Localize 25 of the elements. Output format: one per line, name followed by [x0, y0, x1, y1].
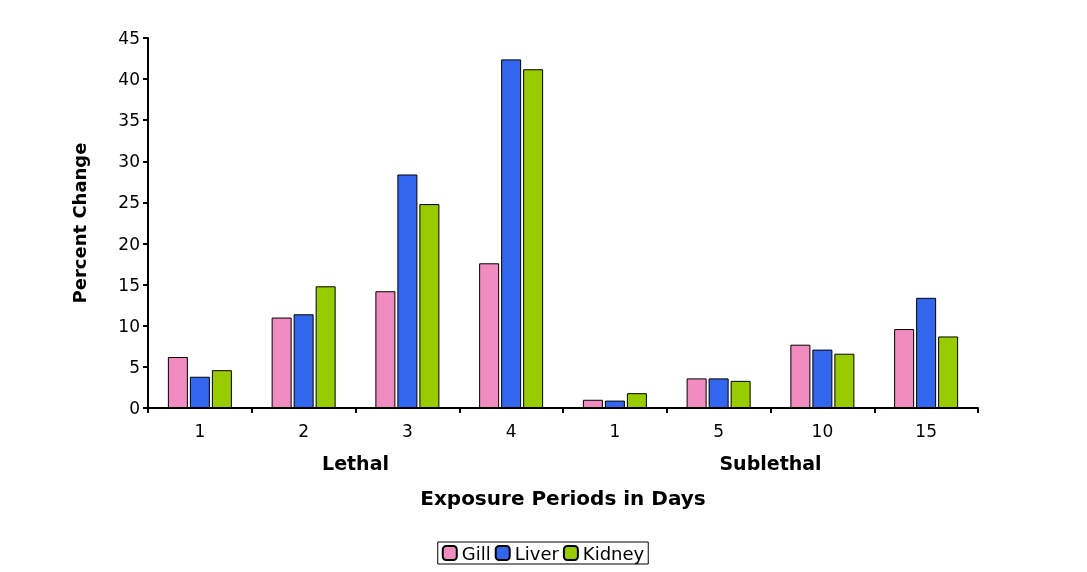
x-tick-label: 1 — [194, 420, 206, 441]
y-tick-label: 15 — [118, 274, 140, 295]
legend-label: Kidney — [582, 542, 645, 564]
x-tick-label: 1 — [609, 420, 621, 441]
y-tick-label: 35 — [118, 110, 140, 131]
text: Lethal — [322, 451, 389, 474]
y-tick-label: 40 — [118, 69, 140, 90]
y-tick-label: 5 — [129, 356, 140, 377]
y-tick-label: 30 — [118, 151, 140, 172]
y-axis-title: Percent Change — [68, 142, 90, 304]
x-tick-label: 5 — [713, 420, 725, 441]
y-tick-label: 0 — [129, 398, 140, 418]
x-tick-label: 3 — [401, 420, 413, 441]
x-tick-label: 2 — [298, 420, 310, 441]
x-tick-label: 15 — [915, 420, 937, 441]
legend-label: Liver — [514, 542, 560, 564]
y-tick-label: 10 — [118, 315, 140, 336]
x-tick-label: 10 — [811, 420, 834, 441]
y-tick-label: 45 — [118, 28, 140, 48]
x-tick-label: 4 — [505, 420, 517, 441]
text: Sublethal — [719, 451, 822, 474]
y-tick-label: 20 — [118, 233, 140, 254]
x-axis-title: Exposure Periods in Days — [420, 486, 706, 510]
y-tick-label: 25 — [118, 192, 140, 213]
legend-label: Gill — [461, 542, 491, 564]
